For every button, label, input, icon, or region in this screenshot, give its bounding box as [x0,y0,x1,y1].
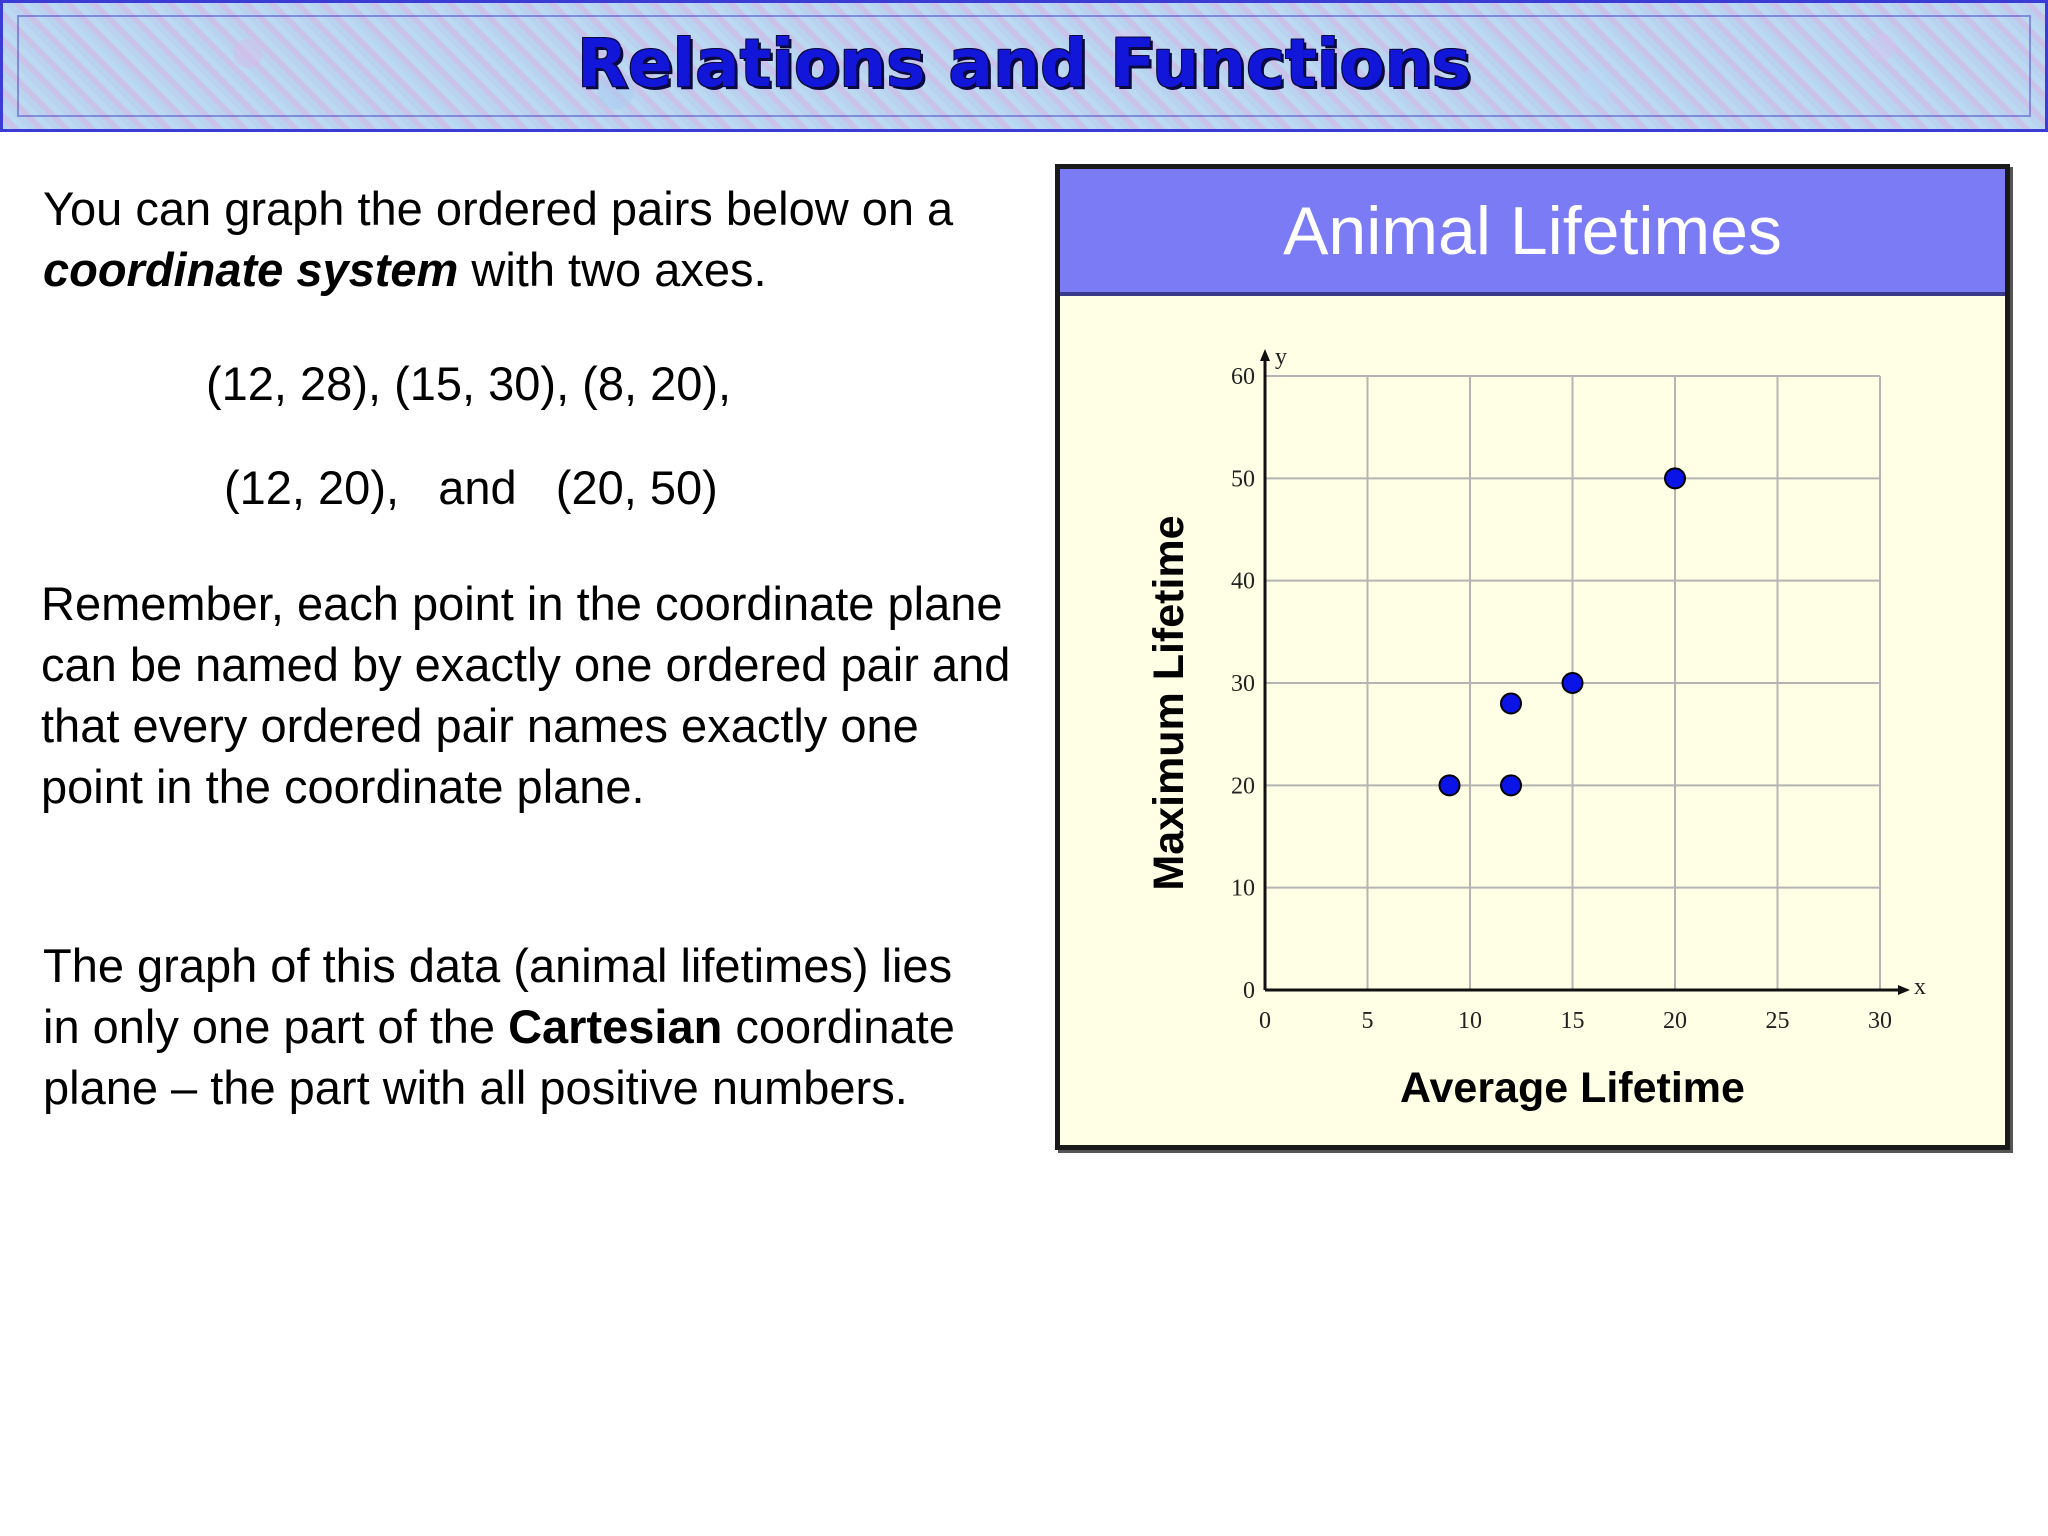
data-point [1438,774,1461,797]
x-axis-title: Average Lifetime [1400,1064,1745,1112]
chart-title: Animal Lifetimes [1283,193,1782,269]
data-point [1664,467,1686,490]
y-tick-label: 20 [1231,773,1255,799]
y-axis-arrow-icon [1260,349,1270,361]
slide-title: Relations and Functions [577,25,1471,102]
y-axis-title: Maximum Lifetime [1145,515,1193,890]
data-point [1561,672,1584,694]
y-tick-label: 40 [1231,569,1255,595]
graph-text-2: coordinate plane – the part with all pos… [43,1000,955,1114]
chart-header: Animal Lifetimes [1060,169,2005,296]
x-axis-arrow-icon [1898,985,1910,995]
scatter-plot: 0 5 10 15 20 25 30 0 10 20 30 40 50 60 x y Average Li… [1145,344,1926,1112]
data-points [1438,467,1686,797]
x-tick-label: 0 [1259,1008,1271,1034]
intro-paragraph: You can graph the ordered pairs below on… [43,178,1003,300]
remember-paragraph: Remember, each point in the coordinate p… [41,577,1011,813]
intro-term: coordinate system [43,243,459,296]
data-point [1500,692,1522,715]
x-axis-letter: x [1914,974,1926,1000]
x-tick-label: 15 [1561,1008,1585,1034]
intro-text-2: with two axes. [458,243,767,296]
intro-text-1: You can graph the ordered pairs below on… [43,182,954,235]
data-point [1500,774,1522,797]
ordered-pairs-line-1: (12, 28), (15, 30), (8, 20), [206,357,732,410]
x-tick-label: 30 [1868,1008,1892,1034]
y-tick-label: 50 [1231,466,1255,492]
x-tick-label: 25 [1766,1008,1790,1034]
graph-text-1: The graph of this data (animal lifetimes… [43,939,953,1053]
y-tick-label: 60 [1231,364,1255,390]
title-banner: Relations and Functions [0,0,2048,132]
y-tick-label: 30 [1231,671,1255,697]
chart-panel: Animal Lifetimes 0 5 10 15 20 25 30 0 10 20 30 40 50… [1055,164,2010,1150]
y-axis-letter: y [1275,344,1287,370]
banner-frame [17,15,2031,117]
graph-paragraph: The graph of this data (animal lifetimes… [43,935,993,1118]
x-tick-label: 10 [1458,1008,1482,1034]
graph-term: Cartesian [508,1000,723,1053]
x-tick-label: 5 [1362,1008,1374,1034]
x-tick-label: 20 [1663,1008,1687,1034]
y-tick-label: 10 [1231,876,1255,902]
ordered-pairs-line-2: (12, 20), and (20, 50) [224,461,718,514]
y-tick-label: 0 [1243,978,1255,1004]
axes [1260,349,1910,995]
tick-labels: 0 5 10 15 20 25 30 0 10 20 30 40 50 60 [1231,364,1892,1034]
